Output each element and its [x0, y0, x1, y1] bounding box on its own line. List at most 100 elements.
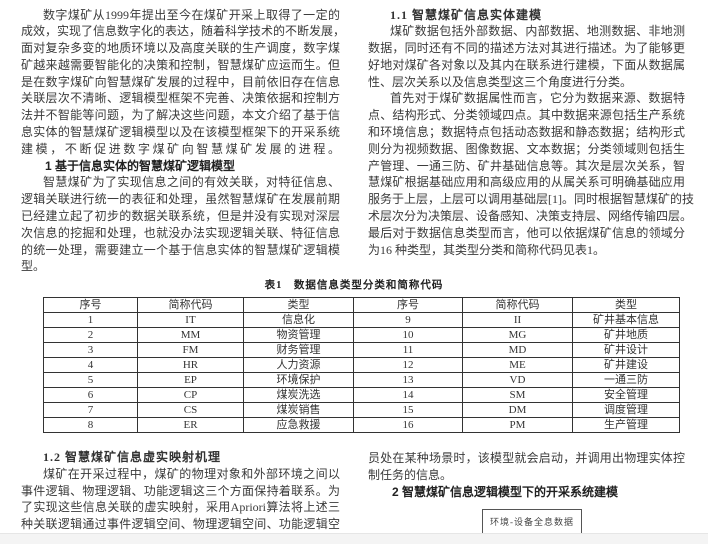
- text-line: 产管理、一通三防、矿井基础信息等。其次是层次关系，智: [368, 158, 685, 173]
- table-cell: CP: [137, 387, 244, 403]
- table-row: 6 CP 煤炭洗选 14 SM 安全管理: [43, 387, 680, 403]
- section-1-1-paragraph-2: 首先对于煤矿数据属性而言，它分为数据来源、数据特点、结构形式、分类领域四点。其中…: [368, 90, 694, 258]
- table-cell: 8: [43, 417, 138, 433]
- table-row: 7 CS 煤炭销售 15 DM 调度管理: [43, 402, 680, 418]
- table-1-title: 表1 数据信息类型分类和简称代码: [264, 280, 444, 291]
- section-1-paragraph: 智慧煤矿为了实现信息之间的有效关联，对特征信息、 逻辑关联进行统一的表征和处理，虽…: [21, 174, 340, 275]
- table-cell: 煤炭洗选: [243, 387, 354, 403]
- table-cell: DM: [462, 402, 573, 418]
- text-line: 了实现这些信息关联的虚实映射，采用Apriori算法将上述三: [21, 500, 340, 515]
- section-1-heading: 1 基于信息实体的智慧煤矿逻辑模型: [45, 158, 236, 173]
- text-line: 性、层次关系以及信息类型这三个角度进行分类。: [368, 74, 633, 89]
- table-cell: 人力资源: [243, 357, 354, 373]
- text-line: 面对复杂多变的地质环境以及高度关联的生产调度，数字煤: [21, 41, 340, 56]
- bottom-left-column: 1.2 智慧煤矿信息虚实映射机理 煤矿在开采过程中，煤矿的物理对象和外部环境之间…: [21, 449, 340, 533]
- text-line: 矿越来越需要智能化的决策和控制，智慧煤矿应运而生。但: [21, 57, 340, 72]
- table-cell: 矿井设计: [572, 342, 680, 358]
- table-cell: 矿井建设: [572, 357, 680, 373]
- text-line: 术层次分为决策层、设备感知、决策支持层、网络传输四层。: [368, 209, 693, 224]
- table-cell: 矿井地质: [572, 327, 680, 343]
- text-line: 事件逻辑、物理逻辑、功能逻辑这三个方面保持着联系。为: [21, 483, 340, 498]
- table-cell: MD: [462, 342, 573, 358]
- text-line: 为16 种类型，其类型分类和简称代码见表1。: [368, 242, 606, 257]
- section-1-2-heading: 1.2 智慧煤矿信息虚实映射机理: [43, 450, 222, 464]
- figure-box-holographic-data: 环境-设备全息数据: [482, 509, 582, 536]
- continued-paragraph: 员处在某种场景时，该模型就会启动，并调用出物理实体控 制任务的信息。: [368, 450, 685, 484]
- text-line: 数字煤矿从1999年提出至今在煤矿开采上取得了一定的: [43, 7, 340, 22]
- table-cell: 生产管理: [572, 417, 680, 433]
- table-cell: FM: [137, 342, 244, 358]
- table-cell: MM: [137, 327, 244, 343]
- column-header: 简称代码: [137, 297, 244, 313]
- table-cell: ME: [462, 357, 573, 373]
- text-line: 则分为视频数据、图像数据、文本数据；分类领域则包括生: [368, 141, 685, 156]
- section-1-2-paragraph: 煤矿在开采过程中，煤矿的物理对象和外部环境之间以 事件逻辑、物理逻辑、功能逻辑这三…: [21, 466, 340, 533]
- table-cell: CS: [137, 402, 244, 418]
- table-cell: II: [462, 312, 573, 328]
- column-header: 序号: [353, 297, 463, 313]
- text-line: 煤矿数据包括外部数据、内部数据、地测数据、非地测: [390, 24, 685, 39]
- page-bottom-strip: [0, 533, 708, 544]
- table-cell: 安全管理: [572, 387, 680, 403]
- table-cell: 信息化: [243, 312, 354, 328]
- table-cell: 矿井基本信息: [572, 312, 680, 328]
- column-header: 类型: [243, 297, 354, 313]
- table-cell: ER: [137, 417, 244, 433]
- table-cell: 2: [43, 327, 138, 343]
- table-cell: 11: [353, 342, 463, 358]
- text-line: 成效，实现了信息数字化的表达，随着科学技术的不断发展，: [21, 24, 346, 39]
- table-row: 8 ER 应急救援 16 PM 生产管理: [43, 417, 680, 433]
- text-line: 已经建立起了初步的数据关联系统，但是并没有实现对深层: [21, 209, 340, 224]
- text-line: 员处在某种场景时，该模型就会启动，并调用出物理实体控: [368, 451, 685, 465]
- table-row: 1 IT 信息化 9 II 矿井基本信息: [43, 312, 680, 328]
- text-line: 建模，不断促进数字煤矿向智慧煤矿发展的进程。: [21, 141, 340, 156]
- table-row: 5 EP 环境保护 13 VD 一通三防: [43, 372, 680, 388]
- table-cell: 10: [353, 327, 463, 343]
- table-1: 序号 简称代码 类型 序号 简称代码 类型 1 IT 信息化 9 II 矿井基本信息 2 MM 物资管理 10…: [43, 297, 680, 433]
- table-cell: 5: [43, 372, 138, 388]
- text-line: 慧煤矿根据基础应用和高级应用的从属关系可明确基础应用: [368, 175, 685, 190]
- text-line: 数据，同时还有不同的描述方法对其进行描述。为了能够更: [368, 41, 685, 56]
- table-cell: 应急救援: [243, 417, 354, 433]
- table-cell: 6: [43, 387, 138, 403]
- table-row: 2 MM 物资管理 10 MG 矿井地质: [43, 327, 680, 343]
- text-line: 首先对于煤矿数据属性而言，它分为数据来源、数据特: [390, 91, 685, 106]
- table-cell: EP: [137, 372, 244, 388]
- section-2-heading: 2 智慧煤矿信息逻辑模型下的开采系统建模: [392, 484, 619, 499]
- table-cell: 煤炭销售: [243, 402, 354, 418]
- section-1-1-heading: 1.1 智慧煤矿信息实体建模: [390, 7, 543, 22]
- text-line: 最后对于数据信息类型而言，他可以依据煤矿信息的领域分: [368, 225, 685, 240]
- text-line: 点、结构形式、分类领域四点。其中数据来源包括生产系统: [368, 108, 685, 123]
- column-header: 类型: [572, 297, 680, 313]
- table-cell: 财务管理: [243, 342, 354, 358]
- table-cell: 3: [43, 342, 138, 358]
- table-row: 4 HR 人力资源 12 ME 矿井建设: [43, 357, 680, 373]
- text-line: 型。: [21, 259, 46, 274]
- table-header: 序号 简称代码 类型 序号 简称代码 类型: [43, 297, 680, 313]
- bottom-right-column: 员处在某种场景时，该模型就会启动，并调用出物理实体控 制任务的信息。 2 智慧煤矿…: [368, 450, 685, 500]
- text-line: 息实体的智慧煤矿逻辑模型以及在该模型框架下的开采系统: [21, 125, 340, 140]
- table-cell: 4: [43, 357, 138, 373]
- text-line: 和环境信息；数据特点包括动态数据和静态数据；结构形式: [368, 125, 685, 140]
- text-line: 制任务的信息。: [368, 467, 453, 482]
- table-cell: 15: [353, 402, 463, 418]
- text-line: 是在数字煤矿向智慧煤矿发展的过程中，目前依旧存在信息: [21, 74, 340, 89]
- table-cell: MG: [462, 327, 573, 343]
- table-cell: 16: [353, 417, 463, 433]
- table-cell: 12: [353, 357, 463, 373]
- section-1-1-paragraph-1: 煤矿数据包括外部数据、内部数据、地测数据、非地测数据，同时还有不同的描述方法对其…: [368, 23, 685, 90]
- right-column: 1.1 智慧煤矿信息实体建模 煤矿数据包括外部数据、内部数据、地测数据、非地测数…: [368, 7, 694, 259]
- text-line: 服务于上层，上层可以调用基础层[1]。同时根据智慧煤矿的技: [368, 192, 694, 207]
- text-line: 逻辑关联进行统一的表征和处理，虽然智慧煤矿在发展前期: [21, 192, 340, 207]
- table-cell: HR: [137, 357, 244, 373]
- table-row: 3 FM 财务管理 11 MD 矿井设计: [43, 342, 680, 358]
- text-line: 种关联逻辑通过事件逻辑空间、物理逻辑空间、功能逻辑空: [21, 517, 340, 532]
- table-cell: 1: [43, 312, 138, 328]
- text-line: 好地对煤矿各对象以及其内在联系进行建模，下面从数据属: [368, 57, 685, 72]
- text-line: 关联层次不清晰、逻辑模型框架不完善、决策依据和控制方: [21, 91, 340, 106]
- table-cell: IT: [137, 312, 244, 328]
- table-cell: 一通三防: [572, 372, 680, 388]
- text-line: 法并不智能等问题，为了解决这些问题，本文介绍了基于信: [21, 108, 340, 123]
- table-cell: 9: [353, 312, 463, 328]
- text-line: 次信息的挖掘和处理，也就没办法实现逻辑关联、特征信息: [21, 225, 340, 240]
